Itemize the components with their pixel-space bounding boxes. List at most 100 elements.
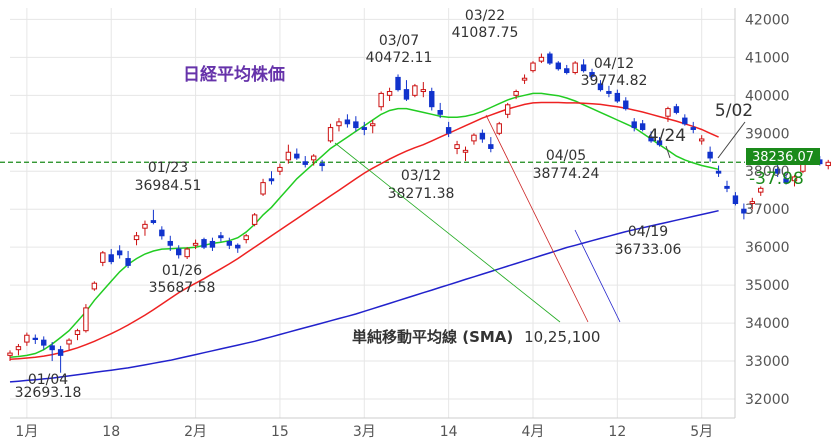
candle-up — [496, 123, 502, 134]
chart-title: 日経平均株価 — [183, 64, 285, 85]
candle-down — [176, 248, 182, 256]
candle-down — [361, 127, 367, 130]
y-tick-label: 42000 — [745, 12, 790, 28]
candle-down — [783, 178, 789, 184]
candle-up — [260, 182, 266, 195]
price-change: -37.98 — [749, 169, 804, 189]
candle-up — [386, 91, 393, 96]
candle-down — [41, 339, 47, 346]
candle-down — [580, 64, 587, 72]
candle-down — [302, 161, 308, 165]
x-tick-label: 3月 — [353, 424, 376, 440]
candle-down — [294, 153, 300, 159]
annotation-pointer — [717, 121, 746, 159]
candle-up — [7, 352, 13, 356]
candle-down — [673, 106, 680, 113]
candle-up — [327, 127, 334, 142]
candle-down — [209, 240, 216, 248]
candle-up — [133, 235, 140, 241]
candle-up — [66, 339, 72, 345]
candle-down — [57, 349, 64, 356]
candle-down — [597, 83, 604, 91]
candle-up — [538, 56, 545, 62]
candle-up — [100, 252, 106, 263]
candle-down — [403, 89, 410, 100]
candle-up — [142, 223, 148, 229]
candle-down — [108, 254, 114, 263]
annotation-value: 40472.11 — [366, 50, 433, 66]
x-tick-label: 15 — [271, 424, 289, 440]
candle-down — [648, 136, 654, 142]
candle-down — [125, 258, 131, 266]
candle-up — [91, 282, 98, 290]
candle-down — [732, 195, 739, 205]
annotation-date: 03/07 — [379, 33, 419, 49]
annotation-value: 32693.18 — [15, 385, 82, 401]
candle-up — [825, 161, 831, 167]
current-price-badge — [746, 148, 820, 165]
candle-up — [758, 187, 764, 193]
candle-down — [150, 220, 157, 223]
candle-down — [741, 208, 747, 214]
candle-down — [429, 91, 435, 108]
candle-down — [437, 110, 443, 115]
candle-down — [268, 178, 275, 182]
candle-down — [49, 345, 55, 351]
candle-up — [749, 201, 756, 205]
candle-up — [310, 155, 317, 161]
y-tick-label: 38000 — [745, 164, 790, 180]
candle-down — [32, 337, 39, 340]
candle-up — [454, 144, 460, 149]
y-tick-label: 34000 — [745, 316, 790, 332]
candle-up — [15, 346, 22, 351]
x-tick-label: 12 — [608, 424, 626, 440]
candle-down — [159, 229, 165, 237]
sma-line-sma-25 — [9, 101, 719, 360]
candle-up — [412, 85, 418, 96]
candle-down — [201, 239, 207, 248]
legend-pointer-sma10 — [334, 142, 561, 323]
candle-down — [547, 53, 553, 64]
candle-down — [631, 121, 637, 129]
candle-up — [530, 62, 536, 72]
candle-up — [192, 242, 199, 246]
candle-down — [564, 68, 570, 74]
candle-up — [251, 214, 258, 225]
candle-up — [513, 91, 519, 96]
candle-down — [235, 244, 241, 249]
x-tick-label: 18 — [102, 424, 120, 440]
annotation-value: 36733.06 — [615, 242, 682, 258]
candle-down — [682, 117, 688, 125]
candle-down — [226, 240, 233, 246]
y-tick-label: 39000 — [745, 126, 790, 142]
candle-down — [589, 72, 595, 77]
candle-up — [24, 334, 30, 343]
annotation-value: 35687.58 — [149, 280, 216, 296]
y-tick-label: 35000 — [745, 278, 790, 294]
candle-down — [724, 185, 730, 189]
candle-up — [572, 62, 578, 74]
candle-down — [774, 168, 781, 174]
candle-down — [707, 151, 713, 159]
annotation-value: 36984.51 — [135, 178, 202, 194]
candle-up — [285, 151, 292, 161]
sma-line-sma-100 — [9, 209, 719, 383]
x-tick-label: 1月 — [15, 424, 38, 440]
candle-up — [791, 176, 798, 182]
annotation-value: 38774.24 — [533, 166, 600, 182]
annotation-date: 03/12 — [401, 168, 441, 184]
candle-down — [167, 240, 173, 246]
annotation-date: 04/05 — [546, 148, 586, 164]
candle-down — [606, 91, 612, 94]
candle-up — [504, 104, 511, 115]
candle-down — [656, 140, 663, 146]
y-tick-label: 36000 — [745, 240, 790, 256]
x-tick-label: 4月 — [522, 424, 545, 440]
candle-up — [336, 121, 342, 127]
annotation-date: 03/22 — [465, 8, 505, 24]
y-tick-label: 41000 — [745, 50, 790, 66]
annotation-date: 4/24 — [648, 126, 686, 146]
candle-up — [74, 330, 81, 335]
annotation-value: 39774.82 — [581, 73, 648, 89]
